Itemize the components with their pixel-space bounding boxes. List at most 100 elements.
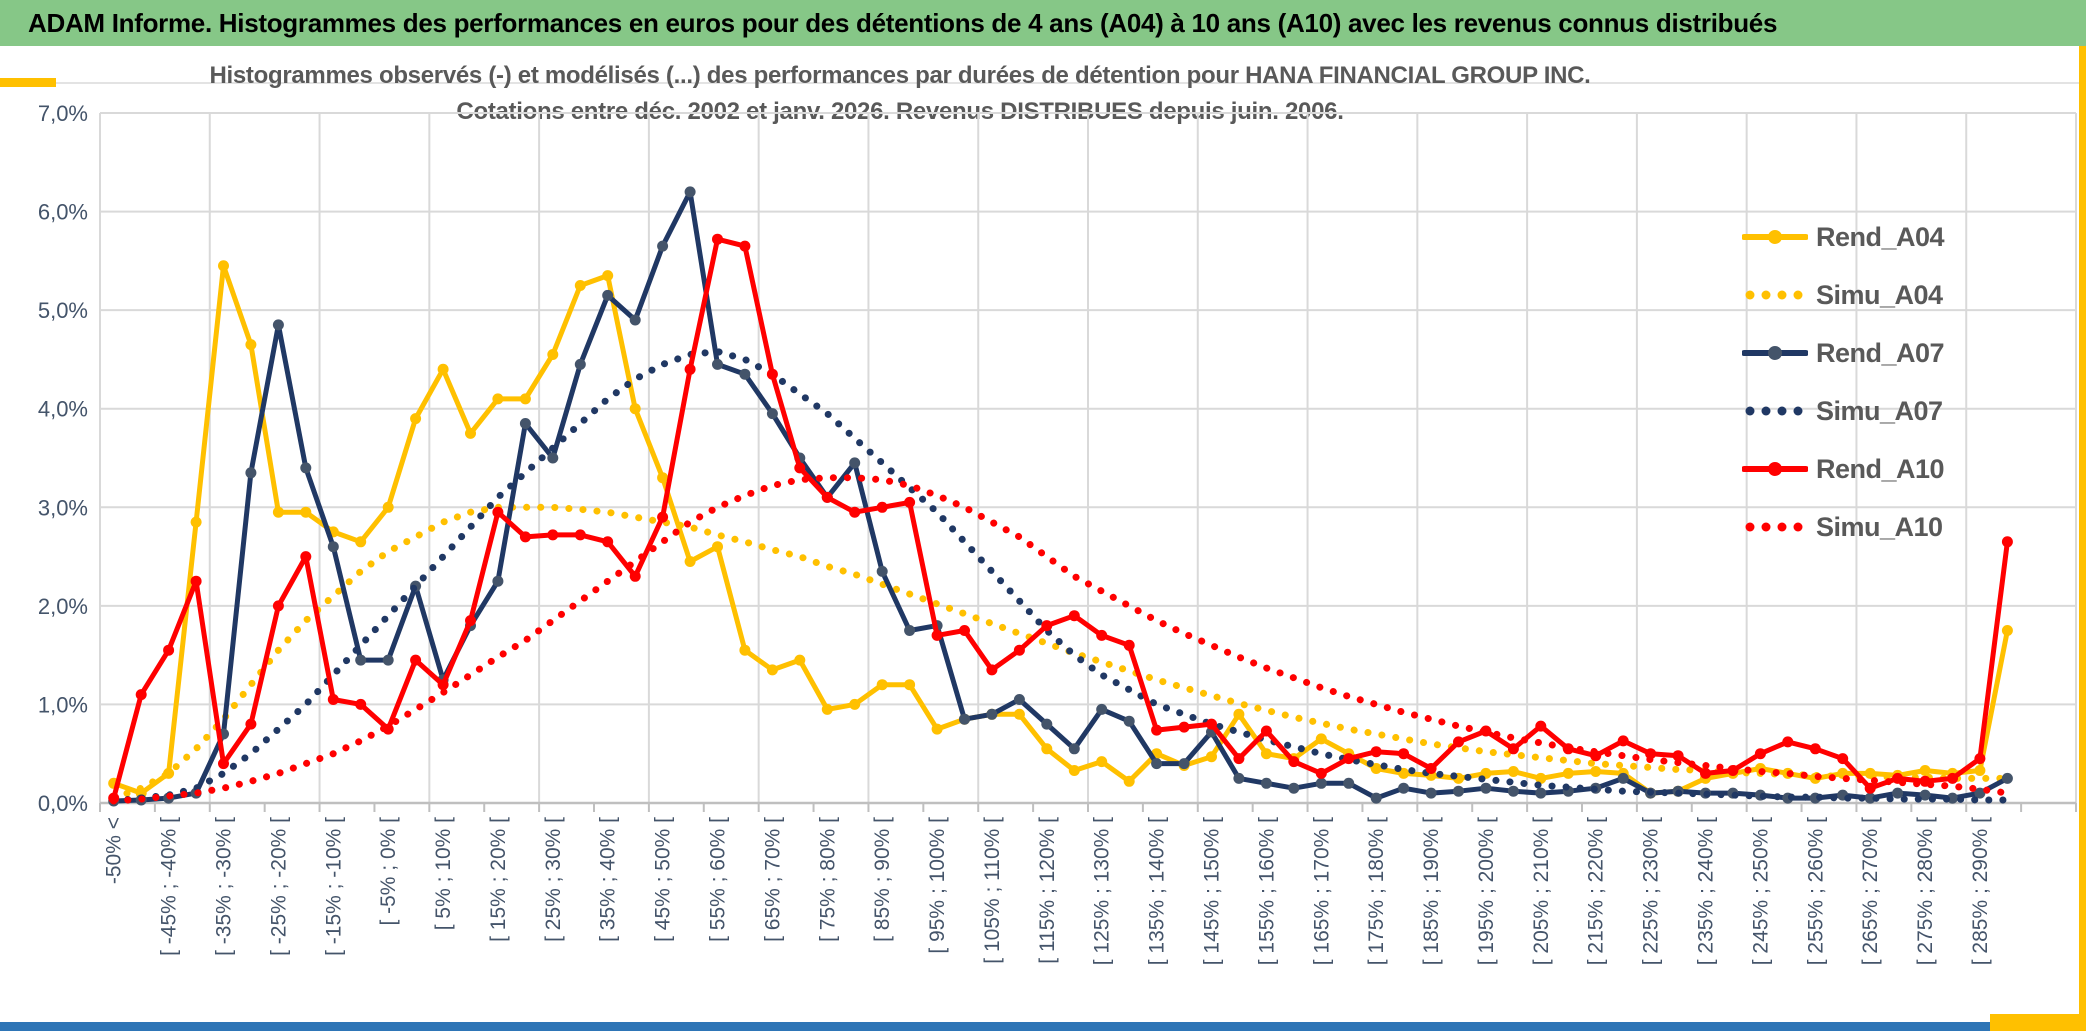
legend-swatch-solid-line-icon (1742, 462, 1808, 476)
x-axis-tick-label: [ 5% ; 10% [ (432, 817, 455, 930)
series-marker-Rend_A07 (1974, 787, 1986, 799)
series-marker-Rend_A10 (1178, 721, 1190, 733)
x-axis-tick-label: [ 245% ; 250% [ (1749, 817, 1772, 965)
series-marker-Rend_A10 (1974, 753, 1986, 765)
series-marker-Rend_A10 (1315, 767, 1327, 779)
series-marker-Rend_A07 (849, 457, 861, 469)
x-axis-tick-label: [ 65% ; 70% [ (761, 817, 784, 942)
series-marker-Rend_A10 (849, 506, 861, 518)
series-line-Rend_A10 (111, 236, 2010, 801)
legend-item-Rend_A10: Rend_A10 (1742, 440, 1945, 498)
series-marker-Rend_A07 (959, 713, 970, 725)
series-marker-Rend_A04 (1562, 767, 1574, 779)
series-marker-Rend_A04 (766, 664, 778, 676)
window-title: ADAM Informe. Histogrammes des performan… (28, 7, 1778, 38)
series-marker-Rend_A07 (1151, 758, 1163, 770)
legend-item-Simu_A10: Simu_A10 (1742, 498, 1944, 556)
x-axis-tick-label: [ 125% ; 130% [ (1091, 817, 1114, 965)
series-marker-Rend_A10 (1645, 748, 1657, 760)
x-axis-tick-label: [ 85% ; 90% [ (871, 817, 894, 942)
bottom-blue-bar (0, 1022, 1990, 1031)
y-axis-tick-label: 1,0% (38, 692, 88, 717)
series-marker-Rend_A04 (574, 280, 586, 291)
series-marker-Rend_A10 (245, 718, 257, 730)
legend-swatch-solid-line-icon (1742, 230, 1808, 244)
series-marker-Rend_A07 (1288, 782, 1300, 794)
chart-title-line1: Histogrammes observés (-) et modélisés (… (209, 62, 1591, 89)
series-marker-Rend_A04 (1315, 733, 1327, 745)
series-marker-Rend_A04 (1507, 766, 1519, 777)
series-marker-Rend_A07 (1096, 703, 1108, 715)
series-marker-Rend_A07 (492, 575, 504, 587)
legend-swatch-dotted-line-icon (1745, 522, 1803, 532)
y-axis-tick-label: 7,0% (38, 101, 88, 126)
y-axis-tick-label: 4,0% (38, 397, 88, 422)
series-marker-Rend_A07 (245, 467, 257, 479)
series-marker-Rend_A10 (1782, 736, 1794, 748)
series-marker-Rend_A04 (245, 339, 257, 351)
series-marker-Rend_A07 (1919, 789, 1931, 801)
series-marker-Rend_A04 (410, 413, 422, 425)
x-axis-tick-label: [ 265% ; 270% [ (1859, 817, 1882, 965)
x-axis-tick-label: [ 225% ; 230% [ (1640, 817, 1663, 965)
legend-label: Rend_A10 (1816, 453, 1945, 484)
chart-title: Histogrammes observés (-) et modélisés (… (150, 58, 1650, 130)
x-axis-tick-label: [ 15% ; 20% [ (487, 817, 510, 942)
x-axis-tick-label: [ -35% ; -30% [ (213, 817, 236, 956)
series-marker-Rend_A04 (272, 506, 284, 518)
series-marker-Rend_A07 (519, 418, 531, 429)
series-marker-Rend_A07 (904, 625, 916, 636)
series-marker-Rend_A10 (959, 625, 970, 636)
series-line-Simu_A04 (110, 503, 2011, 802)
series-marker-Rend_A10 (876, 501, 888, 513)
y-axis-tick-label: 3,0% (38, 495, 88, 520)
series-marker-Rend_A10 (1535, 720, 1547, 732)
y-axis-tick-label: 6,0% (38, 200, 88, 225)
series-marker-Rend_A07 (1233, 772, 1245, 784)
series-marker-Rend_A04 (300, 506, 312, 518)
series-marker-Rend_A04 (1535, 772, 1547, 784)
banner-divider (0, 82, 2086, 84)
series-marker-Rend_A10 (794, 462, 806, 474)
series-marker-Rend_A10 (1398, 748, 1410, 760)
series-marker-Rend_A10 (1370, 746, 1382, 758)
series-marker-Rend_A04 (382, 501, 394, 513)
series-marker-Rend_A04 (465, 427, 476, 439)
legend-item-Simu_A07: Simu_A07 (1742, 382, 1944, 440)
series-Rend_A10 (108, 233, 2013, 804)
series-marker-Rend_A10 (1617, 735, 1629, 747)
x-axis-tick-label: [ 75% ; 80% [ (816, 817, 839, 942)
series-marker-Rend_A04 (1398, 767, 1410, 779)
series-marker-Rend_A10 (519, 531, 531, 543)
series-marker-Rend_A04 (1919, 765, 1931, 776)
series-marker-Rend_A07 (766, 408, 778, 420)
series-marker-Rend_A10 (163, 644, 175, 656)
x-axis-tick-label: [ 215% ; 220% [ (1585, 817, 1608, 965)
series-marker-Rend_A10 (712, 233, 723, 245)
series-marker-Rend_A04 (1068, 765, 1080, 776)
series-marker-Rend_A07 (1425, 787, 1437, 799)
series-marker-Rend_A04 (876, 679, 888, 691)
series-marker-Rend_A07 (300, 462, 312, 474)
series-marker-Rend_A10 (904, 496, 916, 508)
series-marker-Rend_A10 (684, 363, 696, 375)
series-marker-Rend_A07 (355, 654, 367, 666)
series-marker-Rend_A10 (355, 698, 367, 710)
series-marker-Rend_A04 (739, 644, 751, 656)
x-axis-tick-label: [ 115% ; 120% [ (1036, 817, 1059, 964)
y-axis-tick-label: 0,0% (38, 791, 88, 816)
series-marker-Rend_A07 (574, 358, 586, 370)
series-marker-Rend_A07 (547, 452, 559, 464)
series-marker-Rend_A10 (135, 689, 147, 701)
series-marker-Rend_A10 (190, 575, 202, 587)
series-marker-Rend_A10 (1507, 743, 1519, 755)
legend-label: Rend_A07 (1816, 337, 1945, 368)
series-marker-Rend_A04 (190, 516, 202, 528)
series-marker-Rend_A04 (931, 723, 943, 735)
series-marker-Rend_A10 (1260, 725, 1272, 737)
x-axis-tick-label: [ 135% ; 140% [ (1146, 817, 1169, 965)
series-marker-Rend_A07 (1480, 782, 1492, 794)
series-marker-Rend_A07 (657, 240, 669, 252)
series-marker-Rend_A07 (1370, 792, 1382, 804)
chart-legend: Rend_A04 Simu_A04 Rend_A07 Simu_A07 Rend_A10… (1742, 208, 1945, 556)
